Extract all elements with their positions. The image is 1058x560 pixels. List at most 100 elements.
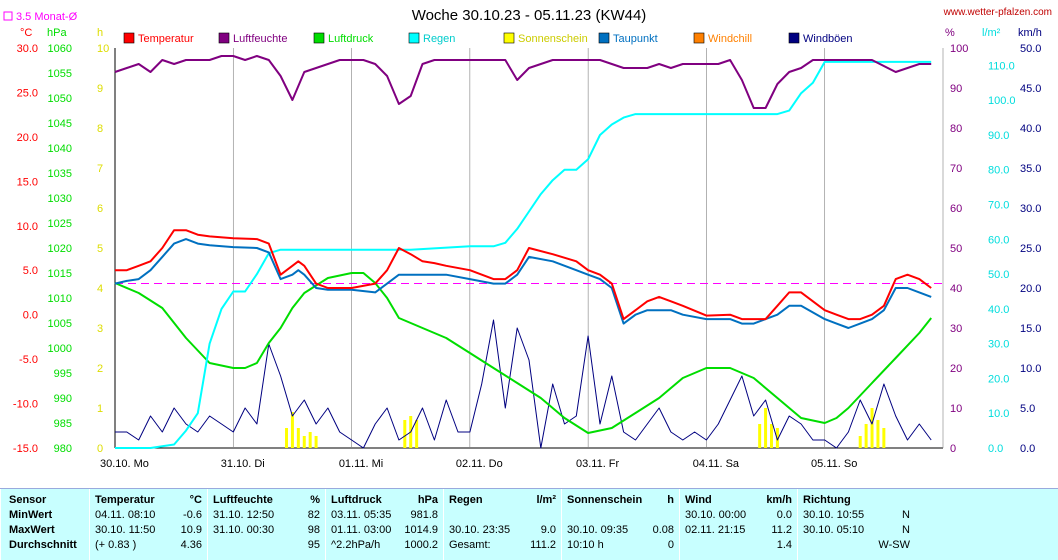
monthly-avg-swatch	[3, 11, 13, 21]
series-line-windböen	[115, 319, 932, 449]
rain-axis-tick: 60.0	[988, 234, 1009, 246]
stats-sonnenschein-time: 30.10. 09:35	[567, 524, 629, 536]
x-axis-label: 04.11. Sa	[693, 458, 740, 470]
pressure-axis-tick: 995	[54, 368, 72, 380]
pressure-axis-tick: 1050	[48, 93, 72, 105]
stats-richtung-value: N	[902, 524, 910, 536]
wind-axis-tick: 15.0	[1020, 323, 1041, 335]
temp-axis-tick: 15.0	[17, 176, 38, 188]
stats-header-luftfeuchte: Luftfeuchte	[213, 494, 273, 506]
stats-richtung-value: N	[902, 509, 910, 521]
pressure-axis-tick: 985	[54, 418, 72, 430]
sun-axis-tick: 6	[97, 203, 103, 215]
pressure-axis-tick: 1020	[48, 243, 72, 255]
temp-axis-tick: 30.0	[17, 43, 38, 55]
rain-axis-tick: 40.0	[988, 304, 1009, 316]
stats-header-sonnenschein: Sonnenschein	[567, 494, 643, 506]
pressure-axis-tick: 1040	[48, 143, 72, 155]
legend-label-windboeen: Windböen	[803, 33, 853, 45]
wind-unit-label: km/h	[1018, 27, 1042, 39]
stats-wind-time: 02.11. 21:15	[685, 524, 746, 536]
row-label-min: MinWert	[9, 509, 53, 521]
stats-header-wind: Wind	[685, 494, 712, 506]
sun-axis-tick: 4	[97, 283, 103, 295]
humidity-axis-tick: 50	[950, 243, 962, 255]
sensor-header: Sensor	[9, 494, 47, 506]
pressure-axis-tick: 980	[54, 443, 72, 455]
stats-header-luftdruck: Luftdruck	[331, 494, 382, 506]
stats-luftfeuchte-value: 95	[307, 539, 320, 551]
legend-label-windchill: Windchill	[708, 33, 752, 45]
sun-axis-tick: 1	[97, 403, 103, 415]
sun-axis-tick: 10	[97, 43, 109, 55]
rain-axis-tick: 0.0	[988, 443, 1003, 455]
temp-axis-tick: -15.0	[13, 443, 38, 455]
temp-axis-tick: 5.0	[23, 265, 38, 277]
stats-regen-value: 111.2	[530, 539, 556, 551]
pressure-unit-label: hPa	[47, 27, 67, 39]
legend-label-taupunkt: Taupunkt	[613, 33, 658, 45]
legend-label-luftfeuchte: Luftfeuchte	[233, 33, 287, 45]
rain-axis-tick: 90.0	[988, 130, 1009, 142]
stats-temperatur-time: 04.11. 08:10	[95, 509, 156, 521]
pressure-axis-tick: 990	[54, 393, 72, 405]
stats-wind-value: 0.0	[776, 509, 792, 521]
series-line-regen	[115, 60, 932, 449]
stats-sonnenschein-value: 0.08	[652, 524, 674, 536]
x-axis-label: 03.11. Fr	[576, 458, 620, 470]
stats-richtung-time: 30.10. 05:10	[803, 524, 865, 536]
series-line-taupunkt	[114, 238, 932, 329]
rain-unit-label: l/m²	[982, 27, 1001, 39]
humidity-axis-tick: 40	[950, 283, 962, 295]
stats-luftdruck-time: 01.11. 03:00	[331, 524, 392, 536]
x-axis-label: 30.10. Mo	[100, 458, 149, 470]
sun-axis-tick: 9	[97, 83, 103, 95]
stats-col-luftfeuchte: Luftfeuchte% 31.10. 12:50 82 31.10. 00:30 98…	[207, 489, 326, 560]
rain-axis-tick: 110.0	[988, 60, 1015, 72]
stats-temperatur-time: 30.10. 11:50	[95, 524, 156, 536]
stats-temperatur-value: -0.6	[183, 509, 202, 521]
rain-axis-tick: 20.0	[988, 373, 1009, 385]
pressure-axis-tick: 1045	[48, 118, 72, 130]
pressure-axis-tick: 1015	[48, 268, 72, 280]
wind-axis-tick: 5.0	[1020, 403, 1035, 415]
stats-richtung-value: W-SW	[878, 539, 910, 551]
sun-axis-tick: 8	[97, 123, 103, 135]
series-line-luftdruck	[114, 272, 932, 434]
stats-unit-luftfeuchte: %	[310, 494, 320, 506]
stats-regen-time: 30.10. 23:35	[449, 524, 511, 536]
wind-axis-tick: 50.0	[1020, 43, 1041, 55]
series-line-temperatur	[115, 229, 932, 321]
temp-axis-tick: -5.0	[19, 354, 38, 366]
monthly-avg-label: 3.5 Monat-Ø	[16, 11, 78, 23]
stats-wind-value: 11.2	[771, 524, 792, 536]
humidity-unit-label: %	[945, 27, 955, 39]
stats-unit-wind: km/h	[766, 494, 792, 506]
stats-luftdruck-time: 03.11. 05:35	[331, 509, 392, 521]
temp-axis-tick: -10.0	[13, 399, 38, 411]
temp-axis-tick: 0.0	[23, 310, 38, 322]
temp-axis-tick: 10.0	[17, 221, 38, 233]
pressure-axis-tick: 1055	[48, 68, 72, 80]
x-axis-label: 02.11. Do	[456, 458, 503, 470]
stats-richtung-time: 30.10. 10:55	[803, 509, 865, 521]
sun-axis-tick: 5	[97, 243, 103, 255]
stats-luftdruck-value: 981.8	[410, 509, 438, 521]
wind-axis-tick: 40.0	[1020, 123, 1041, 135]
stats-luftfeuchte-value: 82	[307, 509, 320, 521]
wind-axis-tick: 25.0	[1020, 243, 1041, 255]
rain-axis-tick: 10.0	[988, 408, 1009, 420]
stats-col-richtung: Richtung 30.10. 10:55 N 30.10. 05:10 N W-SW	[797, 489, 916, 560]
pressure-axis-tick: 1035	[48, 168, 72, 180]
legend-swatch-sonnenschein	[503, 32, 515, 44]
temp-unit-label: °C	[20, 27, 32, 39]
legend-swatch-windboeen	[788, 32, 800, 44]
stats-temperatur-value: 10.9	[180, 524, 202, 536]
wind-axis-tick: 0.0	[1020, 443, 1035, 455]
chart-title: Woche 30.10.23 - 05.11.23 (KW44)	[412, 7, 647, 24]
rain-axis-tick: 70.0	[988, 200, 1009, 212]
stats-col-temperatur: Temperatur °C 04.11. 08:10 -0.6 30.10. 11:50…	[89, 489, 208, 560]
stats-wind-time: 30.10. 00:00	[685, 509, 747, 521]
stats-unit-sonnenschein: h	[667, 494, 674, 506]
row-label-max: MaxWert	[9, 524, 55, 536]
